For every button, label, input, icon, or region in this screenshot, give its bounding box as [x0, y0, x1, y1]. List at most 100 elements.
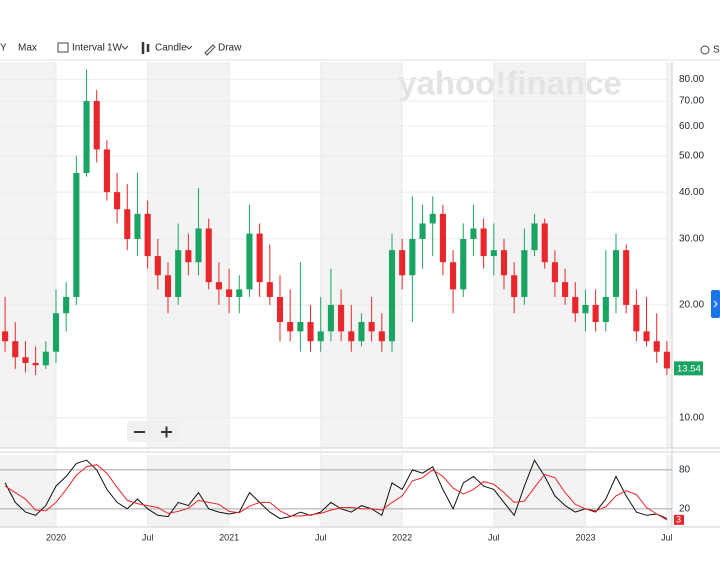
candle-body [521, 250, 528, 297]
last-price-label: 13.54 [677, 363, 701, 374]
candle-body [63, 296, 70, 314]
candle-body [358, 322, 365, 342]
candle-body [368, 322, 375, 332]
x-tick-label: Jul [315, 532, 327, 542]
candle-body [348, 331, 355, 342]
range-button[interactable]: Y [0, 43, 7, 54]
candle-body [582, 304, 589, 314]
interval-label[interactable]: Interval [72, 43, 105, 54]
candle-body [307, 322, 314, 342]
candle-body [114, 192, 121, 210]
candle-body [236, 289, 243, 297]
indicator-line [4, 459, 668, 520]
candle-body [73, 172, 80, 297]
y-tick-label: 40.00 [679, 187, 704, 198]
candle-body [195, 228, 202, 263]
chart-type[interactable]: Candle [155, 43, 187, 54]
candle-body [175, 250, 182, 297]
zoom-controls [127, 421, 179, 442]
candle-body [429, 213, 436, 224]
candle-body [103, 149, 110, 193]
settings-button[interactable]: S [713, 45, 720, 56]
range-button[interactable]: Max [18, 43, 37, 54]
y-tick-label: 10.00 [679, 412, 704, 423]
period-shade [493, 455, 586, 527]
candle-body [338, 304, 345, 332]
candle-body [531, 223, 538, 251]
indicator-tick-label: 20 [679, 503, 691, 514]
candle-body [572, 296, 579, 314]
candle-body [551, 262, 558, 283]
candle-body [266, 282, 273, 297]
y-tick-label: 20.00 [679, 300, 704, 311]
y-tick-label: 80.00 [679, 74, 704, 85]
candle-body [490, 250, 497, 257]
plot: 10.00 20.00 30.00 40.00 50.00 60.00 70.00 80.00… [0, 62, 720, 542]
draw-button[interactable]: Draw [218, 43, 242, 54]
candle-body [185, 250, 192, 263]
zoom-in[interactable] [161, 426, 172, 438]
candle-body [52, 313, 60, 352]
candle-body [409, 238, 416, 276]
x-tick-label: 2021 [219, 532, 239, 542]
y-tick-label: 50.00 [679, 150, 704, 161]
candle-body [287, 322, 294, 332]
candle-body [663, 351, 670, 369]
indicator-tag-label: 3 [676, 515, 681, 525]
candle-body [541, 223, 548, 263]
candle-body [164, 275, 172, 297]
candle-body [511, 275, 518, 297]
candle-body [612, 250, 620, 297]
candle-body [134, 213, 141, 239]
candle-icon [141, 42, 150, 54]
last-price-tag [674, 361, 703, 376]
candle-body [450, 262, 457, 290]
candle-body [602, 296, 609, 323]
shading [0, 62, 672, 527]
side-tab-arrow [713, 300, 718, 308]
candle-body [144, 213, 151, 257]
candle-body [643, 331, 650, 342]
candle-body [297, 322, 304, 332]
candle-body [388, 250, 396, 342]
candle-body [124, 209, 131, 239]
candle-body [623, 250, 630, 305]
candle-body [276, 296, 284, 323]
side-tab[interactable] [711, 290, 720, 318]
x-tick-label: Jul [661, 532, 673, 542]
candle-body [653, 341, 660, 352]
draw-icon [204, 44, 216, 56]
x-tick-label: 2023 [575, 532, 595, 542]
candle-body [633, 304, 640, 332]
candle-body [592, 304, 599, 323]
candle-body [32, 362, 39, 366]
candle-body [439, 213, 446, 263]
candle-body [378, 331, 385, 342]
candle-body [327, 304, 334, 332]
candle-body [226, 289, 233, 297]
candle-body [500, 250, 508, 276]
interval-value[interactable]: 1W [107, 43, 123, 54]
x-tick-label: 2022 [392, 532, 412, 542]
candle-body [317, 331, 324, 342]
x-tick-label: Jul [142, 532, 154, 542]
x-tick-label: 2020 [46, 532, 66, 542]
watermark: yahoo!finance [398, 65, 622, 102]
candle-body [12, 341, 19, 358]
candle-body [83, 101, 90, 173]
candle-body [22, 357, 29, 363]
candle-body [470, 228, 477, 239]
period-shade [320, 455, 403, 527]
candle-body [246, 233, 253, 290]
period-shade [666, 455, 672, 527]
period-shade [666, 62, 672, 448]
candle-body [205, 228, 212, 283]
y-tick-label: 70.00 [679, 96, 704, 107]
candle-body [154, 256, 161, 276]
indicator-line [4, 464, 668, 521]
chevron [121, 45, 129, 50]
candle-body [562, 282, 569, 297]
period-shade [493, 62, 586, 448]
